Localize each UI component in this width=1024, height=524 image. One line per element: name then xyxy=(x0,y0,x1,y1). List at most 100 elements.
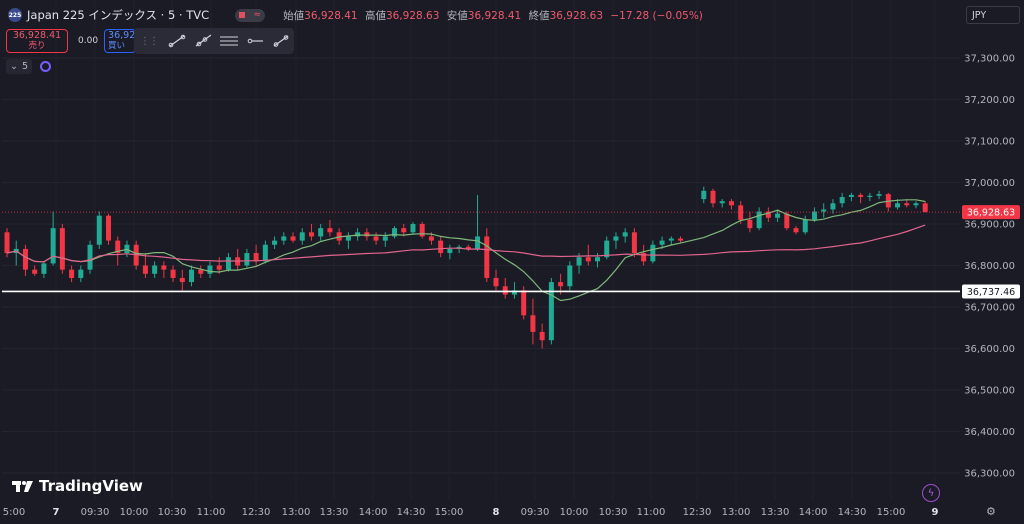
current-price-tag xyxy=(962,205,1020,220)
moving-average-fast xyxy=(6,199,926,302)
time-axis[interactable]: 5:00 7 09:30 10:00 10:30 11:00 12:30 13:00 13:30… xyxy=(3,507,939,518)
candle-body xyxy=(198,269,204,274)
candle-body xyxy=(659,240,665,245)
candle-body xyxy=(678,238,684,241)
x-tick-label: 9 xyxy=(932,507,939,518)
candle-body xyxy=(585,257,591,262)
y-tick-label: 37,100.00 xyxy=(964,137,1015,148)
x-tick-label: 14:00 xyxy=(799,507,828,518)
indicator-status-icon[interactable] xyxy=(40,61,52,72)
candle-body xyxy=(839,197,845,204)
sell-button[interactable]: 36,928.41 売り xyxy=(6,29,68,53)
currency-selector[interactable]: JPY xyxy=(966,6,1020,24)
low-value: 36,928.41 xyxy=(467,9,522,22)
candle-body xyxy=(650,244,656,262)
candle-body xyxy=(521,290,527,316)
candle-body xyxy=(895,203,901,208)
parallel-channel-icon[interactable] xyxy=(216,30,242,52)
candle-body xyxy=(567,265,573,287)
candle-body xyxy=(641,253,647,262)
candle-body xyxy=(756,211,762,229)
indicator-toggle[interactable]: ⌄ 5 xyxy=(6,59,33,74)
chevron-down-icon: ⌄ xyxy=(10,61,18,72)
candle-body xyxy=(59,228,65,270)
candle-body xyxy=(622,232,628,237)
candle-body xyxy=(428,236,434,241)
info-line-icon[interactable] xyxy=(268,30,294,52)
grid-lines xyxy=(2,0,960,500)
candle-body xyxy=(701,190,707,200)
buy-button[interactable]: 36,928.63 買い xyxy=(104,29,137,53)
y-tick-label: 37,000.00 xyxy=(964,178,1015,189)
close-value: 36,928.63 xyxy=(549,9,604,22)
horizontal-line-tag xyxy=(962,284,1020,299)
x-tick-label: 10:30 xyxy=(599,507,628,518)
candle-body xyxy=(848,194,854,198)
drawing-toolbar: ⋮⋮ xyxy=(134,28,294,54)
tradingview-logo[interactable]: TradingView xyxy=(12,477,143,495)
x-tick-label: 13:00 xyxy=(282,507,311,518)
candle-body xyxy=(447,248,453,254)
candle-body xyxy=(419,224,425,237)
close-label: 終値 xyxy=(528,9,550,22)
price-levels: 36,928.63 36,737.46 xyxy=(2,205,1020,299)
horizontal-ray-icon[interactable] xyxy=(242,30,268,52)
candle-body xyxy=(392,228,398,237)
symbol-logo[interactable]: 225 xyxy=(8,8,22,22)
candle-body xyxy=(548,282,554,341)
y-tick-label: 36,900.00 xyxy=(964,220,1015,231)
buy-price: 36,928.63 xyxy=(108,30,136,41)
candle-body xyxy=(318,228,324,237)
gear-icon[interactable]: ⚙ xyxy=(986,505,996,518)
y-tick-label: 37,300.00 xyxy=(964,54,1015,65)
candle-body xyxy=(115,240,121,254)
candle-body xyxy=(728,201,734,206)
candle-body xyxy=(922,203,928,212)
candle-body xyxy=(858,194,864,198)
lightning-icon[interactable]: ϟ xyxy=(922,484,940,502)
candle-body xyxy=(595,257,601,262)
candle-body xyxy=(272,240,278,245)
candle-body xyxy=(281,236,287,241)
candle-body xyxy=(401,228,407,233)
symbol-title[interactable]: Japan 225 インデックス · 5 · TVC xyxy=(27,8,210,22)
sell-price: 36,928.41 xyxy=(12,30,62,41)
x-tick-label: 13:30 xyxy=(320,507,349,518)
chart-header: 225 Japan 225 インデックス · 5 · TVC ≈ 始値 36,92… xyxy=(0,0,960,30)
candle-body xyxy=(747,219,753,229)
flag-icon[interactable]: ≈ xyxy=(235,8,266,22)
x-tick-label: 8 xyxy=(493,507,500,518)
open-label: 始値 xyxy=(283,9,305,22)
candle-body xyxy=(576,257,582,266)
candle-body xyxy=(22,248,28,270)
candle-body xyxy=(410,224,416,233)
candle-body xyxy=(189,269,195,283)
trend-line-icon[interactable] xyxy=(164,30,190,52)
indicator-row: ⌄ 5 xyxy=(6,59,52,74)
candle-body xyxy=(511,290,517,295)
candle-body xyxy=(50,228,56,264)
candle-body xyxy=(558,282,564,287)
candle-body xyxy=(821,209,827,212)
price-axis[interactable]: 37,300.00 37,200.00 37,100.00 37,000.00 36,9… xyxy=(964,54,1015,480)
ray-icon[interactable] xyxy=(190,30,216,52)
x-tick-label: 13:30 xyxy=(761,507,790,518)
x-tick-label: 5:00 xyxy=(3,507,25,518)
candlestick-series xyxy=(4,186,928,349)
drag-handle-icon[interactable]: ⋮⋮ xyxy=(140,35,159,47)
y-tick-label: 36,500.00 xyxy=(964,386,1015,397)
candle-body xyxy=(802,219,808,233)
candle-body xyxy=(207,265,213,274)
indicator-count: 5 xyxy=(21,61,29,72)
horizontal-line-label: 36,737.46 xyxy=(967,287,1015,298)
candle-body xyxy=(484,236,490,278)
candle-body xyxy=(668,238,674,241)
x-tick-label: 10:00 xyxy=(560,507,589,518)
candle-body xyxy=(539,331,545,341)
candle-body xyxy=(4,232,10,254)
candle-body xyxy=(32,269,38,274)
candle-body xyxy=(719,201,725,204)
buy-label: 買い xyxy=(108,41,126,51)
y-tick-label: 36,300.00 xyxy=(964,469,1015,480)
